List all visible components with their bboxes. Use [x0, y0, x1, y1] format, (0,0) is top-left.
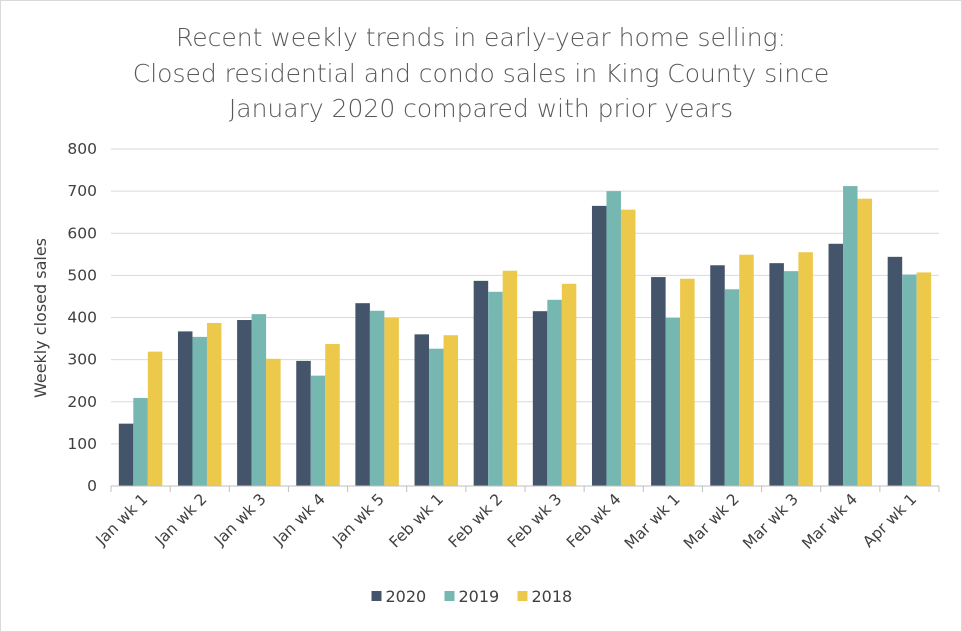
bar-2018-mar-wk-1 — [680, 278, 695, 486]
bar-2018-jan-wk-5 — [384, 317, 399, 486]
x-tick-label: Mar wk 3 — [739, 490, 802, 553]
x-axis — [110, 485, 940, 492]
legend-swatch-2019 — [444, 591, 455, 601]
bar-2019-mar-wk-1 — [665, 317, 681, 486]
bar-2020-mar-wk-2 — [710, 265, 725, 486]
bar-2018-mar-wk-4 — [857, 198, 873, 486]
bar-2019-mar-wk-4 — [843, 186, 858, 486]
bar-2018-jan-wk-3 — [266, 358, 281, 486]
y-tick-label: 800 — [67, 140, 97, 158]
bar-2020-mar-wk-1 — [651, 277, 666, 486]
chart-title-line-2: Closed residential and condo sales in Ki… — [133, 59, 829, 88]
bar-2020-jan-wk-5 — [355, 303, 370, 486]
bar-2020-jan-wk-2 — [177, 331, 193, 486]
y-axis-ticks: 0 100 200 300 400 500 600 700 800 — [67, 140, 97, 495]
x-tick-label: Jan wk 2 — [151, 490, 211, 550]
x-tick-label: Mar wk 2 — [680, 490, 743, 553]
x-tick-label: Feb wk 1 — [386, 490, 447, 551]
bar-2018-mar-wk-3 — [798, 252, 813, 486]
bar-2020-mar-wk-4 — [828, 243, 844, 486]
bar-2019-feb-wk-2 — [488, 291, 503, 486]
chart-title: Recent weekly trends in early-year home … — [133, 23, 829, 123]
x-axis-ticks: Jan wk 1 Jan wk 2 Jan wk 3 Jan wk 4 Jan wk 5… — [92, 490, 920, 553]
legend-swatch-2018 — [517, 591, 528, 601]
bar-2020-jan-wk-3 — [237, 320, 252, 486]
y-tick-label: 700 — [67, 182, 97, 200]
bar-2019-jan-wk-2 — [192, 336, 207, 486]
y-tick-label: 400 — [67, 309, 97, 327]
y-tick-label: 100 — [67, 435, 97, 453]
x-tick-label: Jan wk 4 — [269, 490, 329, 550]
x-tick-label: Mar wk 4 — [798, 490, 861, 553]
legend: 2020 2019 2018 — [371, 587, 573, 606]
bar-2019-jan-wk-4 — [310, 375, 326, 486]
y-axis-title: Weekly closed sales — [31, 238, 50, 398]
x-tick-label: Apr wk 1 — [859, 490, 920, 551]
legend-label-2018: 2018 — [532, 587, 573, 606]
bar-2018-feb-wk-4 — [620, 209, 636, 486]
x-tick-label: Jan wk 1 — [92, 490, 152, 550]
bar-2019-jan-wk-3 — [251, 314, 267, 486]
x-tick-label: Jan wk 3 — [210, 490, 270, 550]
bar-2018-feb-wk-1 — [443, 335, 459, 486]
y-tick-label: 500 — [67, 266, 97, 284]
y-tick-label: 600 — [67, 224, 97, 242]
y-tick-label: 300 — [67, 351, 97, 369]
bar-2018-jan-wk-2 — [206, 322, 222, 486]
bar-2019-mar-wk-2 — [724, 289, 740, 486]
x-tick-label: Feb wk 2 — [445, 490, 506, 551]
y-tick-label: 200 — [67, 393, 97, 411]
gridlines — [111, 148, 939, 445]
bar-2018-feb-wk-2 — [502, 270, 518, 486]
bars — [118, 186, 932, 486]
bar-2019-mar-wk-3 — [783, 271, 799, 486]
bar-2019-feb-wk-1 — [429, 348, 444, 486]
bar-2018-mar-wk-2 — [739, 254, 754, 486]
bar-2018-jan-wk-4 — [325, 344, 340, 486]
bar-2020-feb-wk-4 — [591, 205, 607, 486]
bar-2019-feb-wk-4 — [606, 191, 621, 486]
bar-2018-feb-wk-3 — [561, 283, 577, 486]
bar-2020-apr-wk-1 — [887, 256, 903, 486]
x-tick-label: Feb wk 3 — [504, 490, 565, 551]
x-tick-label: Feb wk 4 — [563, 490, 624, 551]
y-tick-label: 0 — [87, 477, 97, 495]
legend-label-2020: 2020 — [386, 587, 427, 606]
legend-label-2019: 2019 — [459, 587, 500, 606]
bar-2018-jan-wk-1 — [147, 351, 163, 486]
bar-2020-feb-wk-3 — [532, 311, 548, 486]
x-tick-label: Mar wk 1 — [621, 490, 684, 553]
bar-2020-feb-wk-1 — [414, 334, 430, 486]
legend-swatch-2020 — [371, 591, 382, 601]
chart-title-line-1: Recent weekly trends in early-year home … — [176, 23, 786, 52]
bar-2019-apr-wk-1 — [902, 274, 917, 486]
bar-2019-feb-wk-3 — [547, 299, 562, 486]
bar-2018-apr-wk-1 — [916, 272, 932, 486]
x-tick-label: Jan wk 5 — [328, 490, 388, 550]
bar-2020-feb-wk-2 — [473, 280, 489, 486]
bar-2020-mar-wk-3 — [769, 263, 784, 486]
bar-2020-jan-wk-4 — [296, 360, 311, 486]
bar-2020-jan-wk-1 — [118, 423, 134, 486]
chart-title-line-3: January 2020 compared with prior years — [229, 94, 733, 123]
bar-2019-jan-wk-1 — [133, 397, 148, 486]
bar-2019-jan-wk-5 — [369, 310, 385, 486]
